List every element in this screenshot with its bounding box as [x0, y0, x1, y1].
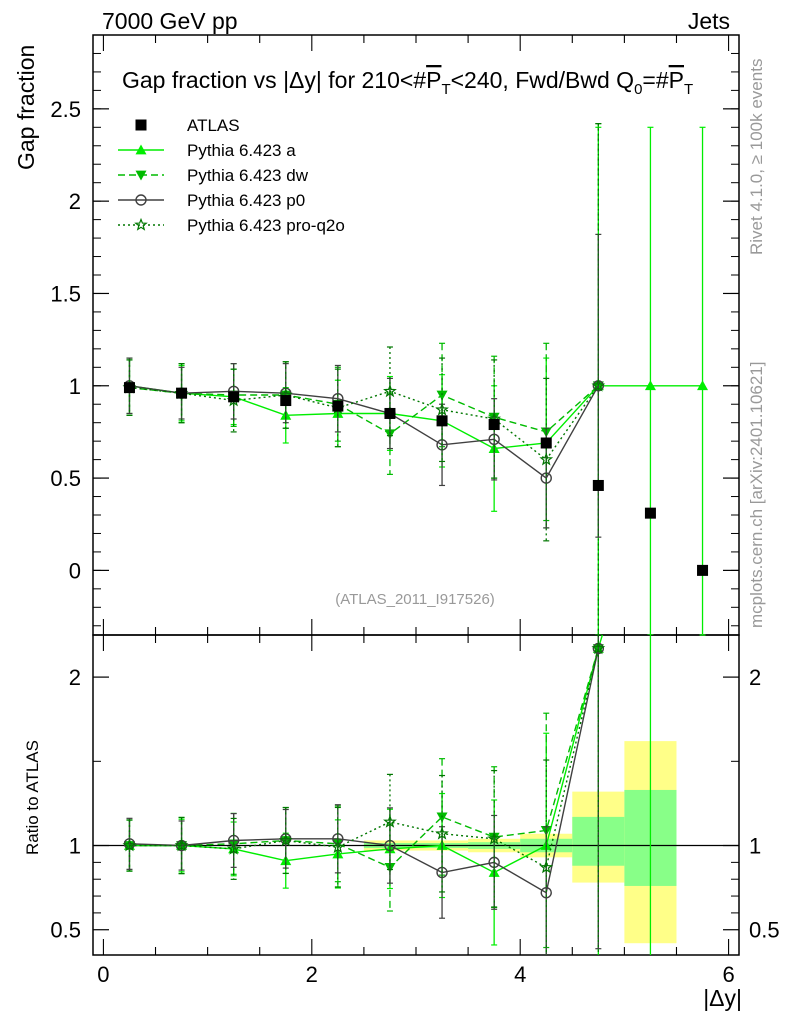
ratio-ytick-label-right: 1	[749, 834, 761, 859]
main-ytick-label: 0.5	[50, 466, 81, 491]
marker-star	[330, 839, 345, 854]
marker-square	[123, 382, 135, 394]
marker-star	[383, 384, 397, 398]
marker-open-circle	[488, 433, 500, 446]
marker-square	[540, 437, 552, 449]
marker-square	[332, 400, 344, 412]
analysis-label: (ATLAS_2011_I917526)	[335, 591, 495, 608]
main-ytick-label: 2	[69, 189, 81, 214]
main-ytick-label: 0	[69, 558, 81, 583]
series-atlas	[123, 382, 709, 576]
main-ytick-label: 2.5	[50, 97, 81, 122]
marker-star	[487, 831, 502, 845]
marker-star	[174, 838, 189, 852]
ratio-line	[129, 648, 599, 869]
title-prefix: Gap fraction vs |Δy| for 210<#	[122, 67, 426, 93]
x-axis-label: |Δy|	[703, 985, 742, 1011]
ratio-series-pythia_q2o	[122, 635, 606, 955]
series-pythia_p0	[123, 233, 605, 538]
series-line	[129, 385, 599, 461]
marker-square	[280, 395, 292, 407]
series-line	[129, 385, 599, 480]
marker-star	[591, 641, 606, 655]
title-p2: P	[669, 67, 684, 93]
ratio-ytick-label-right: 0.5	[749, 918, 780, 943]
rivet-label: Rivet 4.1.0, ≥ 100k events	[747, 59, 766, 255]
marker-star	[539, 860, 554, 874]
marker-triangle-up	[697, 380, 709, 391]
main-axis-ticks: 0 0.5 1 1.5 2 2.5	[50, 52, 739, 627]
marker-open-circle	[227, 834, 240, 847]
xtick-label: 0	[97, 962, 109, 987]
mcplots-label: mcplots.cern.ch [arXiv:2401.10621]	[747, 362, 766, 628]
marker-square	[697, 564, 709, 576]
marker-square	[592, 479, 604, 491]
ratio-series-pythia_p0	[123, 635, 605, 955]
main-ytick-label: 1	[69, 374, 81, 399]
ratio-axis-ticks: 0 2 4 6 0.5 0.5 1 1 2 2	[50, 35, 780, 987]
title-zero: 0	[634, 81, 642, 98]
marker-star	[383, 814, 397, 828]
ratio-line	[129, 635, 604, 874]
marker-square	[436, 415, 448, 427]
marker-star	[539, 452, 554, 466]
marker-triangle-down	[135, 170, 147, 181]
xtick-label: 2	[306, 962, 318, 987]
xtick-label: 6	[722, 962, 734, 987]
title-p1: P	[426, 67, 441, 93]
marker-triangle-up	[135, 144, 147, 155]
process-label: Jets	[688, 8, 730, 34]
energy-label: 7000 GeV pp	[102, 8, 238, 34]
marker-star	[435, 402, 449, 416]
title-eq: =#	[642, 67, 668, 93]
legend-label-pythia_a: Pythia 6.423 a	[187, 141, 296, 160]
marker-square	[384, 407, 396, 419]
marker-open-circle	[540, 886, 552, 899]
y-axis-label-main: Gap fraction	[13, 45, 39, 170]
title-t2: T	[684, 81, 693, 98]
legend-label-atlas: ATLAS	[187, 116, 240, 135]
ratio-series	[122, 635, 706, 955]
marker-star	[134, 217, 148, 231]
marker-triangle-up	[644, 380, 656, 391]
legend-label-pythia_p0: Pythia 6.423 p0	[187, 191, 305, 210]
marker-square	[488, 419, 500, 431]
marker-star	[278, 833, 293, 847]
series-pythia_q2o	[122, 123, 606, 635]
series-line	[129, 385, 599, 435]
main-series	[122, 123, 709, 635]
xtick-label: 4	[514, 962, 526, 987]
marker-square	[176, 387, 188, 399]
ratio-ytick-label: 2	[69, 665, 81, 690]
title-mid: <240, Fwd/Bwd Q	[451, 67, 634, 93]
marker-square	[228, 391, 240, 403]
marker-triangle-down	[436, 390, 448, 401]
legend-label-pythia_q2o: Pythia 6.423 pro-q2o	[187, 216, 345, 235]
title-t1: T	[441, 81, 450, 98]
marker-star	[122, 838, 137, 852]
main-ytick-label: 1.5	[50, 281, 81, 306]
marker-open-circle	[135, 194, 147, 206]
ratio-ytick-label: 0.5	[50, 918, 81, 943]
marker-open-circle	[540, 472, 552, 484]
plot-title: Gap fraction vs |Δy| for 210<#PT<240, Fw…	[122, 67, 693, 98]
ratio-ytick-label-right: 2	[749, 665, 761, 690]
ratio-series-pythia_dw	[123, 635, 604, 955]
marker-star	[591, 378, 606, 392]
legend-label-pythia_dw: Pythia 6.423 dw	[187, 166, 309, 185]
marker-square	[135, 119, 147, 131]
ratio-ytick-label: 1	[69, 834, 81, 859]
marker-square	[644, 507, 656, 519]
series-line	[129, 385, 703, 450]
ratio-line	[129, 648, 599, 894]
marker-star	[226, 841, 241, 855]
y-axis-label-ratio: Ratio to ATLAS	[23, 740, 42, 855]
marker-star	[435, 826, 449, 840]
legend: ATLAS Pythia 6.423 a Pythia 6.423 dw Pythia…	[118, 116, 345, 235]
